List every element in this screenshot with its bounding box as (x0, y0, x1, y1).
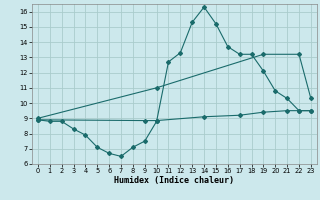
X-axis label: Humidex (Indice chaleur): Humidex (Indice chaleur) (115, 176, 234, 185)
